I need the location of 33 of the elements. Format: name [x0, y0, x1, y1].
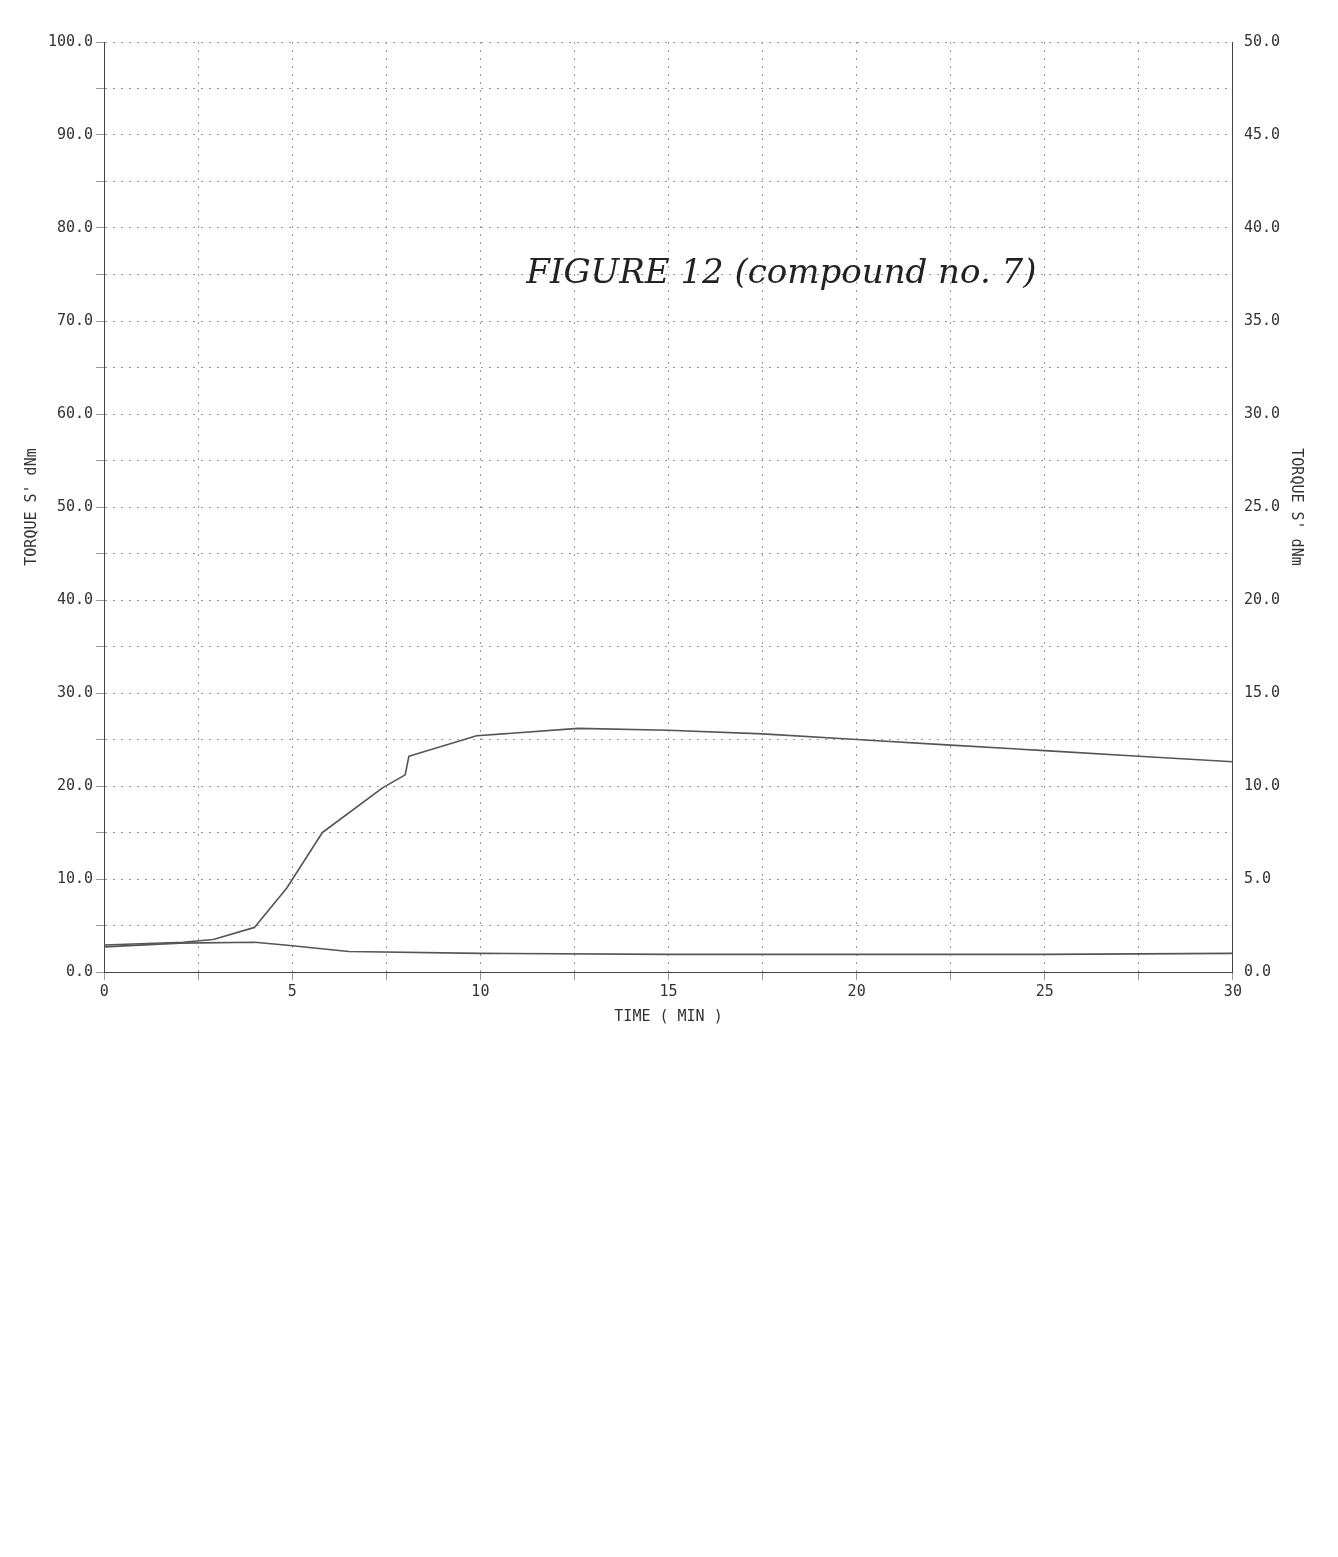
y-tick-label: 70.0: [57, 310, 94, 329]
y2-tick-label: 25.0: [1243, 496, 1280, 515]
y2-tick-label: 40.0: [1243, 217, 1280, 236]
y-tick-label: 80.0: [57, 217, 94, 236]
x-tick-label: 5: [287, 981, 297, 1000]
x-tick-label: 15: [659, 981, 678, 1000]
y2-tick-label: 0.0: [1243, 961, 1271, 980]
annotation: FIGURE 12 (compound no. 7): [525, 251, 1037, 292]
x-tick-label: 25: [1035, 981, 1054, 1000]
y-tick-label: 20.0: [57, 775, 94, 794]
y-tick-label: 0.0: [66, 961, 94, 980]
x-tick-label: 0: [99, 981, 109, 1000]
y2-axis-title: TORQUE S' dNm: [1288, 448, 1307, 566]
y2-tick-label: 20.0: [1243, 589, 1280, 608]
y-tick-label: 60.0: [57, 403, 94, 422]
y-tick-label: 10.0: [57, 868, 94, 887]
y-tick-label: 100.0: [48, 31, 94, 50]
y2-tick-label: 15.0: [1243, 682, 1280, 701]
y-tick-label: 50.0: [57, 496, 94, 515]
x-tick-label: 20: [847, 981, 866, 1000]
y-tick-label: 30.0: [57, 682, 94, 701]
y-axis-title: TORQUE S' dNm: [21, 448, 40, 566]
y-tick-label: 40.0: [57, 589, 94, 608]
x-tick-label: 10: [471, 981, 490, 1000]
x-tick-label: 30: [1223, 981, 1242, 1000]
y2-tick-label: 5.0: [1243, 868, 1271, 887]
y2-tick-label: 50.0: [1243, 31, 1280, 50]
y2-tick-label: 30.0: [1243, 403, 1280, 422]
y-tick-label: 90.0: [57, 124, 94, 143]
y2-tick-label: 35.0: [1243, 310, 1280, 329]
x-axis-title: TIME ( MIN ): [614, 1006, 723, 1025]
y2-tick-label: 10.0: [1243, 775, 1280, 794]
y2-tick-label: 45.0: [1243, 124, 1280, 143]
